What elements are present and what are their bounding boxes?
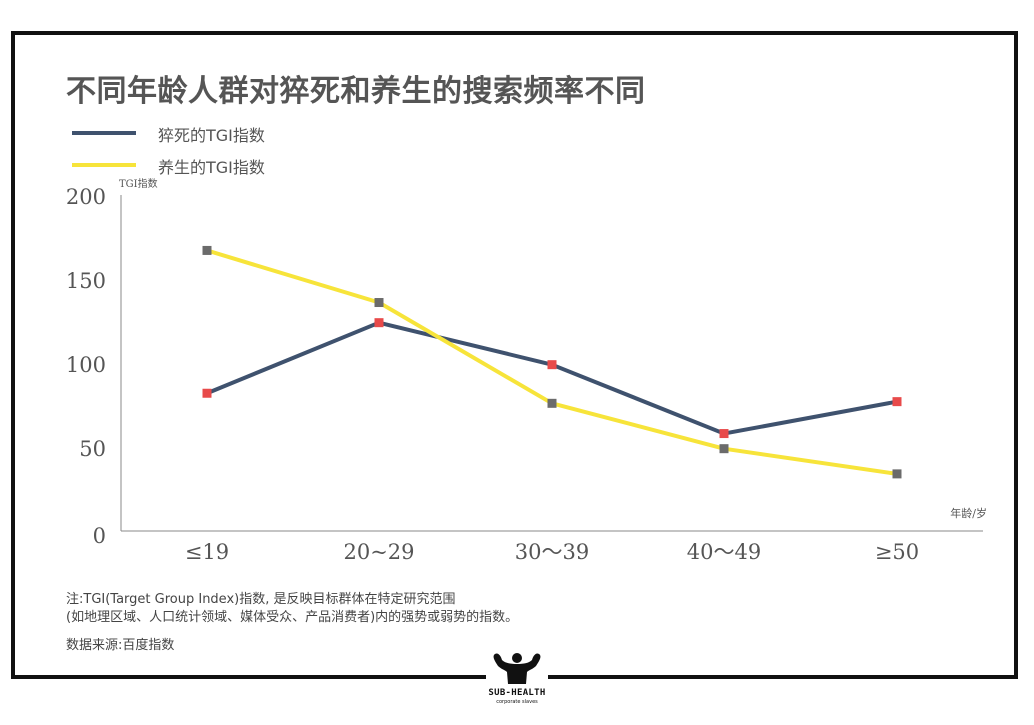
x-axis-label: 年龄/岁 (950, 506, 987, 520)
data-point-series-2 (374, 298, 384, 308)
series-line-1 (205, 320, 899, 436)
x-tick-label: ≤19 (185, 540, 229, 564)
legend-label-health: 养生的TGI指数 (158, 158, 265, 177)
note-line-1: 注:TGI(Target Group Index)指数, 是反映目标群体在特定研… (66, 592, 456, 607)
logo-subtext: corporate slaves (496, 699, 538, 705)
legend-line-health (72, 163, 136, 167)
chart-title: 不同年龄人群对猝死和养生的搜索频率不同 (66, 74, 646, 109)
y-tick-label: 150 (66, 269, 106, 293)
y-tick-label: 50 (79, 437, 106, 461)
data-point-series-2 (892, 469, 902, 479)
y-tick-label: 0 (93, 524, 106, 548)
y-tick-label: 200 (66, 185, 106, 209)
note-line-2: (如地理区域、人口统计领域、媒体受众、产品消费者)内的强势或弱势的指数。 (66, 610, 519, 625)
y-axis-label: TGI指数 (119, 177, 158, 190)
data-point-series-2 (547, 398, 557, 408)
sub-health-logo: SUB-HEALTH corporate slaves (486, 650, 548, 708)
x-tick-label: ≥50 (875, 540, 919, 564)
data-point-series-2 (202, 245, 212, 255)
data-point-series-1 (892, 397, 902, 407)
x-tick-label: 40～49 (687, 540, 761, 564)
data-point-series-1 (547, 360, 557, 370)
legend-label-sudden-death: 猝死的TGI指数 (158, 126, 265, 145)
data-point-series-1 (202, 388, 212, 398)
bodybuilder-icon (493, 653, 541, 684)
x-tick-label: 20~29 (343, 540, 414, 564)
data-source: 数据来源:百度指数 (66, 638, 175, 653)
data-point-series-1 (374, 318, 384, 328)
y-tick-label: 100 (66, 353, 106, 377)
x-tick-label: 30～39 (515, 540, 589, 564)
legend-line-sudden-death (72, 131, 136, 135)
data-point-series-2 (719, 444, 729, 454)
data-point-series-1 (719, 429, 729, 439)
logo-text: SUB-HEALTH (488, 688, 546, 698)
